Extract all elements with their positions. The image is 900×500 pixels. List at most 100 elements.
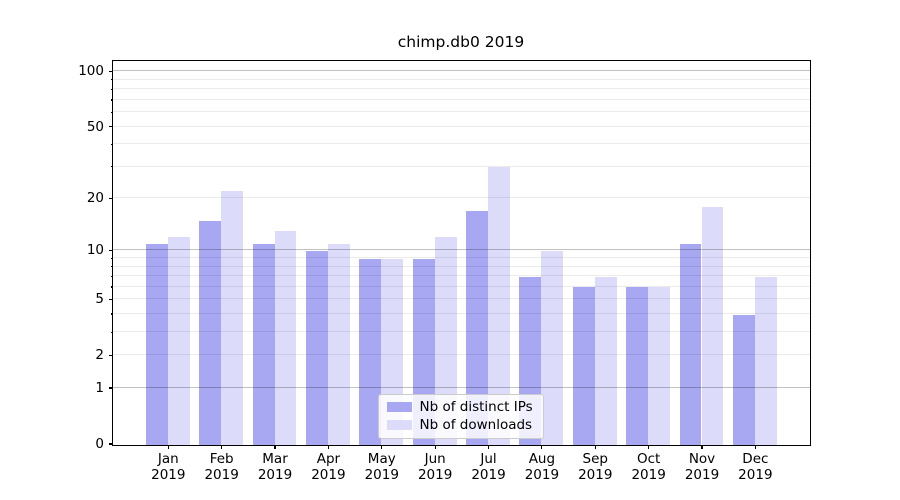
y-axis-tick-label-5: 5 bbox=[95, 291, 104, 308]
x-axis-tick-mark-jun bbox=[434, 444, 436, 449]
grid-line-major-100 bbox=[112, 70, 810, 72]
y-axis-tick-mark-20 bbox=[109, 197, 113, 199]
x-axis-tick-mark-feb bbox=[221, 444, 223, 449]
legend-swatch-distinct-ips bbox=[386, 402, 412, 412]
grid-line-minor-30 bbox=[112, 165, 810, 167]
y-axis-minor-tick-mark-3 bbox=[110, 331, 113, 333]
x-axis-tick-mark-mar bbox=[274, 444, 276, 449]
grid-line-minor-90 bbox=[112, 78, 810, 80]
y-axis-minor-tick-mark-8 bbox=[110, 266, 113, 268]
bar-distinct_ips-oct bbox=[626, 287, 649, 445]
y-axis-minor-tick-mark-9 bbox=[110, 257, 113, 259]
grid-line-minor-9 bbox=[112, 257, 810, 259]
y-axis-tick-label-20: 20 bbox=[86, 190, 104, 207]
bar-distinct_ips-jul bbox=[466, 211, 488, 445]
x-axis-tick-label-sep: Sep 2019 bbox=[578, 451, 613, 483]
y-axis-tick-label-50: 50 bbox=[86, 118, 104, 135]
grid-line-minor-4 bbox=[112, 313, 810, 315]
x-axis-tick-label-nov: Nov 2019 bbox=[684, 451, 720, 483]
x-axis-tick-mark-may bbox=[381, 444, 383, 449]
x-axis-tick-label-mar: Mar 2019 bbox=[257, 451, 293, 483]
legend-label-downloads: Nb of downloads bbox=[419, 416, 533, 433]
x-axis-tick-label-dec: Dec 2019 bbox=[738, 451, 773, 483]
chart-title: chimp.db0 2019 bbox=[397, 33, 525, 51]
bar-downloads-aug bbox=[541, 250, 564, 445]
y-axis-tick-label-0: 0 bbox=[95, 436, 104, 452]
y-axis-tick-label-1: 1 bbox=[95, 380, 104, 397]
bar-distinct_ips-mar bbox=[252, 243, 275, 445]
y-axis-minor-tick-mark-6 bbox=[110, 286, 113, 288]
x-axis-tick-label-jul: Jul 2019 bbox=[471, 451, 506, 483]
x-axis-tick-mark-jan bbox=[167, 444, 169, 449]
grid-line-minor-50 bbox=[112, 125, 810, 127]
y-axis-minor-tick-mark-40 bbox=[110, 143, 113, 145]
bar-downloads-jun bbox=[434, 237, 457, 445]
y-axis-minor-tick-mark-30 bbox=[110, 166, 113, 168]
x-axis-tick-label-jun: Jun 2019 bbox=[417, 451, 453, 483]
y-axis-tick-mark-50 bbox=[109, 126, 113, 128]
grid-line-minor-40 bbox=[112, 143, 810, 145]
legend: Nb of distinct IPs Nb of downloads bbox=[377, 393, 544, 439]
grid-line-minor-8 bbox=[112, 265, 810, 267]
grid-line-minor-2 bbox=[112, 354, 810, 356]
x-axis-tick-label-aug: Aug 2019 bbox=[524, 451, 560, 483]
bar-distinct_ips-sep bbox=[572, 287, 595, 445]
legend-item-distinct-ips: Nb of distinct IPs bbox=[386, 398, 534, 415]
legend-item-downloads: Nb of downloads bbox=[386, 416, 534, 433]
bar-distinct_ips-feb bbox=[199, 220, 222, 445]
y-axis-minor-tick-mark-60 bbox=[110, 111, 113, 113]
y-axis-tick-mark-0 bbox=[109, 443, 113, 445]
bar-downloads-feb bbox=[221, 191, 244, 445]
bar-downloads-jul bbox=[488, 167, 510, 445]
y-axis-minor-tick-mark-4 bbox=[110, 313, 113, 315]
grid-line-minor-3 bbox=[112, 331, 810, 333]
y-axis-minor-tick-mark-70 bbox=[110, 99, 113, 101]
bar-downloads-mar bbox=[274, 231, 297, 445]
bar-distinct_ips-apr bbox=[306, 250, 328, 445]
bar-distinct_ips-may bbox=[359, 258, 382, 445]
y-axis-tick-mark-2 bbox=[109, 354, 113, 356]
x-axis-tick-mark-nov bbox=[701, 444, 703, 449]
x-axis-tick-label-feb: Feb 2019 bbox=[204, 451, 239, 483]
y-axis-tick-mark-10 bbox=[109, 249, 113, 252]
y-axis-tick-mark-100 bbox=[109, 70, 113, 73]
bar-downloads-nov bbox=[701, 206, 724, 445]
y-axis-tick-label-100: 100 bbox=[78, 63, 104, 80]
x-axis-tick-label-apr: Apr 2019 bbox=[311, 451, 346, 483]
x-axis-tick-label-jan: Jan 2019 bbox=[151, 451, 186, 483]
bar-distinct_ips-jan bbox=[145, 243, 168, 445]
x-axis-tick-mark-oct bbox=[648, 444, 650, 449]
bar-downloads-dec bbox=[754, 276, 777, 445]
bar-downloads-oct bbox=[648, 287, 671, 445]
bar-downloads-apr bbox=[327, 243, 350, 445]
y-axis-minor-tick-mark-90 bbox=[110, 79, 113, 81]
bar-distinct_ips-nov bbox=[679, 243, 702, 445]
x-axis-tick-mark-apr bbox=[327, 444, 329, 449]
grid-line-major-10 bbox=[112, 249, 810, 251]
bar-downloads-jan bbox=[167, 237, 190, 445]
y-axis-tick-mark-1 bbox=[109, 387, 113, 389]
y-axis-tick-mark-5 bbox=[109, 298, 113, 300]
y-axis-minor-tick-mark-7 bbox=[110, 275, 113, 277]
grid-line-minor-70 bbox=[112, 98, 810, 100]
y-axis-minor-tick-mark-80 bbox=[110, 88, 113, 90]
grid-line-minor-6 bbox=[112, 285, 810, 287]
bar-downloads-sep bbox=[594, 276, 617, 445]
legend-swatch-downloads bbox=[386, 420, 412, 430]
grid-line-major-1 bbox=[112, 387, 810, 389]
plot-area: Nb of distinct IPs Nb of downloads bbox=[111, 59, 811, 446]
grid-line-minor-80 bbox=[112, 88, 810, 90]
bar-distinct_ips-dec bbox=[732, 314, 755, 445]
grid-line-minor-60 bbox=[112, 111, 810, 113]
x-axis-tick-mark-jul bbox=[487, 444, 490, 449]
x-axis-tick-label-may: May 2019 bbox=[364, 451, 399, 483]
grid-line-minor-20 bbox=[112, 197, 810, 199]
grid-line-minor-5 bbox=[112, 298, 810, 300]
grid-line-minor-7 bbox=[112, 275, 810, 277]
y-axis-tick-label-2: 2 bbox=[95, 347, 104, 364]
x-axis-tick-mark-aug bbox=[541, 444, 543, 449]
legend-label-distinct-ips: Nb of distinct IPs bbox=[419, 398, 533, 415]
x-axis-tick-mark-dec bbox=[754, 444, 756, 449]
x-axis-tick-label-oct: Oct 2019 bbox=[631, 451, 666, 483]
